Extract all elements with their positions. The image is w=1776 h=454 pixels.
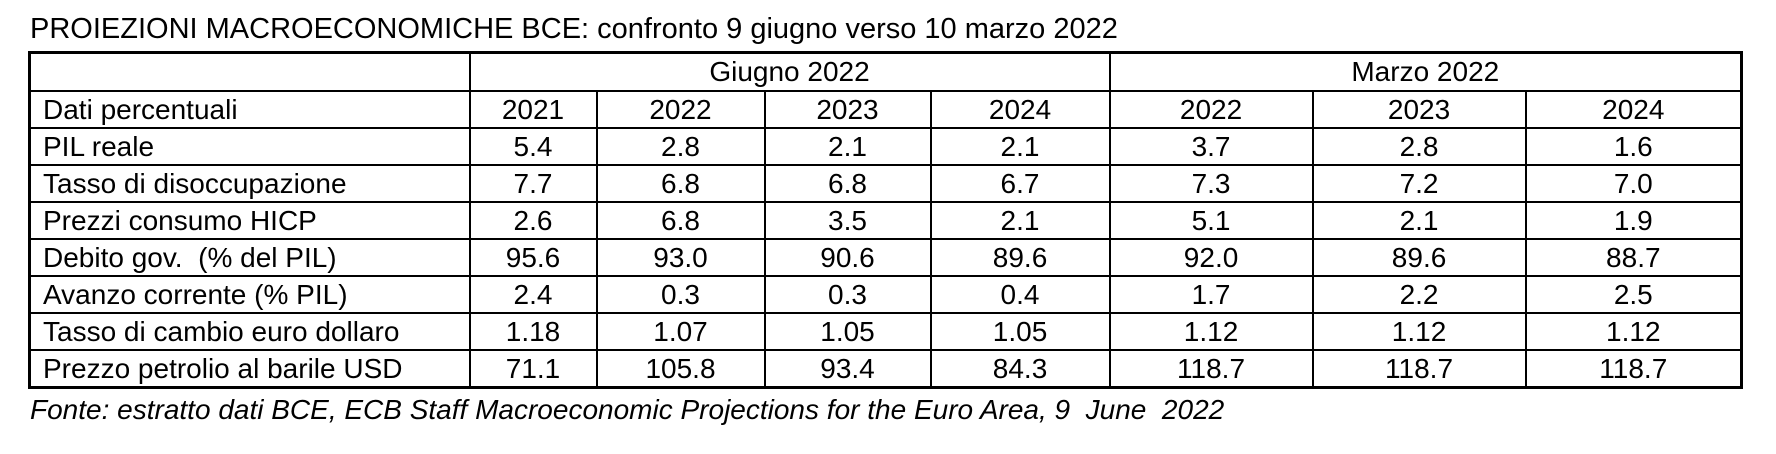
value-cell: 2.8 (1311, 127, 1527, 167)
value-cell: 2.5 (1524, 275, 1743, 315)
value-cell: 1.7 (1108, 275, 1314, 315)
group-header-giugno: Giugno 2022 (468, 51, 1111, 93)
column-header-year: 2024 (929, 90, 1111, 130)
value-cell: 92.0 (1108, 238, 1314, 278)
value-cell: 1.18 (468, 312, 598, 352)
table-row: PIL reale 5.4 2.8 2.1 2.1 3.7 2.8 1.6 (28, 127, 1743, 167)
source-note: Fonte: estratto dati BCE, ECB Staff Macr… (30, 393, 1225, 425)
value-cell: 5.4 (468, 127, 598, 167)
projections-table: Giugno 2022 Marzo 2022 Dati percentuali … (28, 50, 1744, 389)
value-cell: 88.7 (1524, 238, 1743, 278)
value-cell: 0.4 (929, 275, 1111, 315)
table-row: Avanzo corrente (% PIL) 2.4 0.3 0.3 0.4 … (28, 275, 1743, 315)
value-cell: 0.3 (763, 275, 932, 315)
row-label: PIL reale (28, 127, 471, 167)
value-cell: 89.6 (929, 238, 1111, 278)
value-cell: 6.8 (595, 164, 766, 204)
column-header-year: 2021 (468, 90, 598, 130)
value-cell: 1.12 (1311, 312, 1527, 352)
value-cell: 118.7 (1311, 349, 1527, 389)
group-header-marzo: Marzo 2022 (1108, 51, 1743, 93)
column-header-year: 2023 (763, 90, 932, 130)
value-cell: 1.05 (929, 312, 1111, 352)
value-cell: 6.7 (929, 164, 1111, 204)
value-cell: 118.7 (1108, 349, 1314, 389)
value-cell: 1.05 (763, 312, 932, 352)
value-cell: 7.3 (1108, 164, 1314, 204)
value-cell: 3.7 (1108, 127, 1314, 167)
value-cell: 71.1 (468, 349, 598, 389)
value-cell: 2.1 (929, 127, 1111, 167)
value-cell: 1.12 (1108, 312, 1314, 352)
value-cell: 2.1 (1311, 201, 1527, 241)
value-cell: 2.8 (595, 127, 766, 167)
column-header-year: 2023 (1311, 90, 1527, 130)
row-label: Avanzo corrente (% PIL) (28, 275, 471, 315)
value-cell: 5.1 (1108, 201, 1314, 241)
value-cell: 95.6 (468, 238, 598, 278)
value-cell: 1.07 (595, 312, 766, 352)
value-cell: 1.6 (1524, 127, 1743, 167)
value-cell: 7.2 (1311, 164, 1527, 204)
column-header-year: 2024 (1524, 90, 1743, 130)
table-row: Prezzo petrolio al barile USD 71.1 105.8… (28, 349, 1743, 389)
group-header-empty-cell (28, 51, 471, 93)
group-header-row: Giugno 2022 Marzo 2022 (28, 51, 1743, 93)
value-cell: 118.7 (1524, 349, 1743, 389)
table-row: Debito gov. (% del PIL) 95.6 93.0 90.6 8… (28, 238, 1743, 278)
value-cell: 90.6 (763, 238, 932, 278)
value-cell: 2.6 (468, 201, 598, 241)
value-cell: 1.12 (1524, 312, 1743, 352)
column-header-row: Dati percentuali 2021 2022 2023 2024 202… (28, 90, 1743, 130)
value-cell: 2.2 (1311, 275, 1527, 315)
row-label: Debito gov. (% del PIL) (28, 238, 471, 278)
value-cell: 6.8 (595, 201, 766, 241)
table-row: Tasso di cambio euro dollaro 1.18 1.07 1… (28, 312, 1743, 352)
row-label: Tasso di cambio euro dollaro (28, 312, 471, 352)
value-cell: 7.0 (1524, 164, 1743, 204)
value-cell: 84.3 (929, 349, 1111, 389)
page-title: PROIEZIONI MACROECONOMICHE BCE: confront… (30, 13, 1118, 45)
column-header-year: 2022 (595, 90, 766, 130)
row-label: Tasso di disoccupazione (28, 164, 471, 204)
value-cell: 2.4 (468, 275, 598, 315)
column-header-year: 2022 (1108, 90, 1314, 130)
table-row: Tasso di disoccupazione 7.7 6.8 6.8 6.7 … (28, 164, 1743, 204)
table-row: Prezzi consumo HICP 2.6 6.8 3.5 2.1 5.1 … (28, 201, 1743, 241)
value-cell: 0.3 (595, 275, 766, 315)
row-label: Prezzi consumo HICP (28, 201, 471, 241)
value-cell: 93.0 (595, 238, 766, 278)
row-label: Prezzo petrolio al barile USD (28, 349, 471, 389)
value-cell: 2.1 (763, 127, 932, 167)
column-header-label: Dati percentuali (28, 90, 471, 130)
value-cell: 89.6 (1311, 238, 1527, 278)
value-cell: 6.8 (763, 164, 932, 204)
value-cell: 7.7 (468, 164, 598, 204)
value-cell: 105.8 (595, 349, 766, 389)
value-cell: 93.4 (763, 349, 932, 389)
value-cell: 3.5 (763, 201, 932, 241)
value-cell: 1.9 (1524, 201, 1743, 241)
value-cell: 2.1 (929, 201, 1111, 241)
